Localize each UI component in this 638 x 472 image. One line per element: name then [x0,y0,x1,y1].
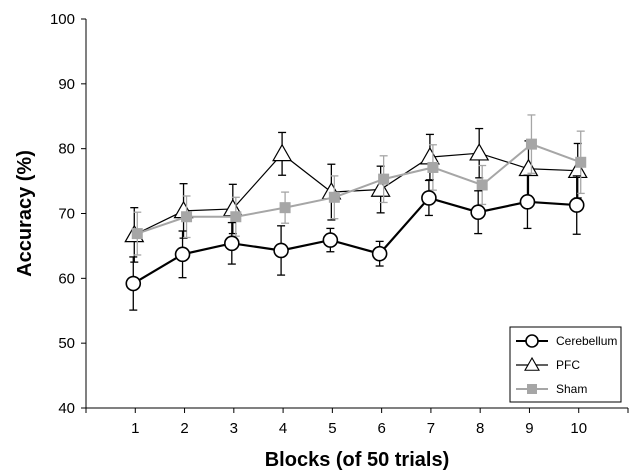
y-tick-label: 40 [58,400,75,417]
x-tick-label: 7 [427,420,435,437]
data-point [230,211,242,223]
data-point [224,235,240,252]
y-tick-label: 80 [58,141,75,158]
legend-label: Sham [556,382,587,396]
plot-series [124,114,588,311]
data-point [419,146,440,165]
data-point [371,245,388,262]
legend-label: PFC [556,358,580,372]
x-tick-label: 1 [131,420,139,437]
data-point [469,142,490,161]
data-point [328,191,340,203]
axes [81,18,629,413]
y-tick-label: 50 [58,335,75,352]
legend-item-pfc: PFC [516,356,580,372]
series-pfc [124,127,588,263]
data-point [470,204,486,221]
x-tick-label: 10 [570,420,587,437]
data-point [519,194,536,210]
data-point [476,179,488,191]
y-tick-label: 60 [58,270,75,287]
x-tick-label: 2 [180,420,188,437]
legend-item-sham: Sham [516,382,587,396]
legend-marker [525,334,539,348]
data-point [567,160,588,179]
data-point [273,242,289,259]
data-point [131,228,143,240]
series-line [134,152,578,236]
legend-label: Cerebellum [556,334,617,348]
x-tick-label: 4 [279,420,287,437]
data-point [378,173,390,185]
data-point [174,246,191,263]
data-point [421,190,437,206]
x-tick-label: 3 [230,420,238,437]
data-point [427,161,439,173]
y-tick-label: 90 [58,76,75,93]
legend-marker [527,384,537,394]
x-axis-title: Blocks (of 50 trials) [265,449,450,471]
y-tick-label: 100 [50,11,75,28]
data-point [272,143,293,162]
data-point [125,275,142,292]
series-cerebellum [125,174,585,311]
data-point [181,211,193,223]
x-tick-label: 9 [525,420,533,437]
data-point [575,156,587,168]
series-line [132,196,577,285]
data-point [370,179,391,197]
series-line [136,142,582,235]
x-tick-label: 6 [377,420,385,437]
x-tick-label: 5 [328,420,336,437]
series-sham [131,114,587,256]
x-tick-label: 8 [476,420,484,437]
legend-item-cerebellum: Cerebellum [516,334,617,348]
legend-marker [524,356,540,371]
data-point [279,202,291,214]
y-tick-label: 70 [58,206,75,223]
legend: Cerebellum PFC Sham [509,326,622,403]
data-point [568,197,585,213]
data-point [322,232,339,248]
data-point [525,138,537,150]
y-axis-title: Accuracy (%) [14,150,36,277]
tick-labels: 40 50 60 70 80 90 100 1 2 3 4 5 6 7 8 9 10 [50,11,587,437]
